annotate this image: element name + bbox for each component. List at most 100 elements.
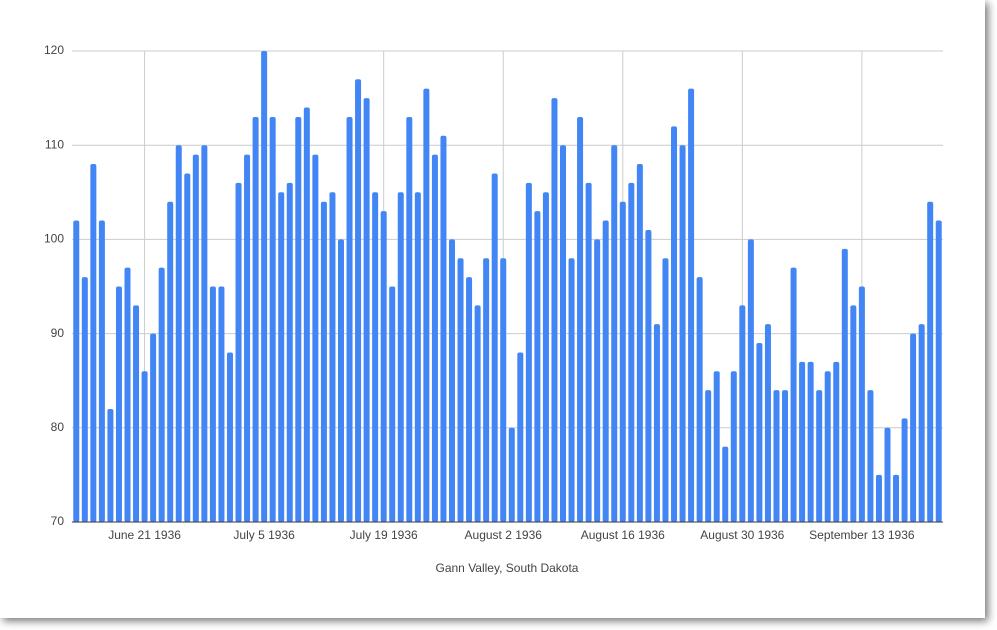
bar xyxy=(739,305,746,522)
bar xyxy=(577,116,584,522)
bar xyxy=(141,371,148,522)
bar xyxy=(372,192,379,523)
bar xyxy=(560,145,567,522)
y-tick-label: 100 xyxy=(44,232,64,246)
bar xyxy=(867,390,874,522)
bar xyxy=(150,333,157,522)
x-tick-label: August 30 1936 xyxy=(700,528,784,542)
bar xyxy=(406,116,413,522)
bar xyxy=(90,164,97,523)
bar xyxy=(389,286,396,522)
bar xyxy=(423,88,430,523)
bar xyxy=(303,107,310,523)
bar xyxy=(696,277,703,522)
bar xyxy=(346,116,353,522)
bar xyxy=(226,352,233,522)
bar xyxy=(508,427,515,522)
bar xyxy=(115,286,122,522)
bar xyxy=(542,192,549,523)
bar xyxy=(636,164,643,523)
bar xyxy=(312,154,319,522)
x-tick-label: July 5 1936 xyxy=(233,528,295,542)
bar xyxy=(918,324,925,522)
bar xyxy=(133,305,140,522)
bar xyxy=(457,258,464,522)
bar xyxy=(619,201,626,522)
bar xyxy=(568,258,575,522)
bar xyxy=(175,145,182,522)
bar xyxy=(448,239,455,522)
y-tick-label: 110 xyxy=(45,137,64,151)
bar xyxy=(790,267,797,522)
x-axis-label: Gann Valley, South Dakota xyxy=(436,561,579,575)
x-tick-label: September 13 1936 xyxy=(809,528,915,542)
bar xyxy=(833,361,840,522)
bar xyxy=(380,211,387,522)
bar xyxy=(295,116,302,522)
bar xyxy=(107,408,114,522)
bar xyxy=(551,98,558,522)
bar xyxy=(594,239,601,522)
bar xyxy=(286,182,293,522)
bar xyxy=(431,154,438,522)
bar xyxy=(713,371,720,522)
bar xyxy=(320,201,327,522)
bar xyxy=(782,390,789,522)
bar xyxy=(747,239,754,522)
bar xyxy=(525,182,532,522)
bar xyxy=(158,267,165,522)
bar xyxy=(244,154,251,522)
bar xyxy=(628,182,635,522)
bar xyxy=(269,116,276,522)
bar xyxy=(192,154,199,522)
bar xyxy=(337,239,344,522)
x-tick-label: August 16 1936 xyxy=(581,528,665,542)
bar xyxy=(602,220,609,522)
bar xyxy=(824,371,831,522)
bar xyxy=(491,173,498,522)
bar xyxy=(73,220,80,522)
chart: Gann Valley, South Dakota 70 80 90 100 110 12… xyxy=(44,43,943,575)
bar xyxy=(927,201,934,522)
bar xyxy=(252,116,259,522)
bar xyxy=(355,79,362,522)
bar xyxy=(671,126,678,523)
y-tick-label: 120 xyxy=(44,43,64,57)
bar xyxy=(688,88,695,523)
bar xyxy=(901,418,908,522)
bar xyxy=(483,258,490,522)
bar xyxy=(184,173,191,522)
bar xyxy=(329,192,336,523)
x-tick-label: June 21 1936 xyxy=(108,528,181,542)
bar xyxy=(440,135,447,522)
bar xyxy=(850,305,857,522)
bar xyxy=(209,286,216,522)
bar xyxy=(261,51,268,522)
y-tick-label: 70 xyxy=(51,514,65,528)
bar xyxy=(858,286,865,522)
bar xyxy=(884,427,891,522)
bar xyxy=(910,333,917,522)
bar xyxy=(807,361,814,522)
bar xyxy=(705,390,712,522)
x-tick-label: July 19 1936 xyxy=(350,528,418,542)
bar xyxy=(816,390,823,522)
bar xyxy=(893,474,900,522)
bar xyxy=(278,192,285,523)
bar xyxy=(653,324,660,522)
bar xyxy=(98,220,105,522)
bar xyxy=(397,192,404,523)
bar xyxy=(679,145,686,522)
bar xyxy=(875,474,882,522)
bar xyxy=(124,267,131,522)
bar xyxy=(935,220,942,522)
y-tick-label: 90 xyxy=(51,326,65,340)
bar xyxy=(534,211,541,522)
bar xyxy=(235,182,242,522)
bar xyxy=(363,98,370,522)
bar xyxy=(730,371,737,522)
bar xyxy=(611,145,618,522)
bar xyxy=(167,201,174,522)
bar xyxy=(218,286,225,522)
bar xyxy=(841,248,848,522)
